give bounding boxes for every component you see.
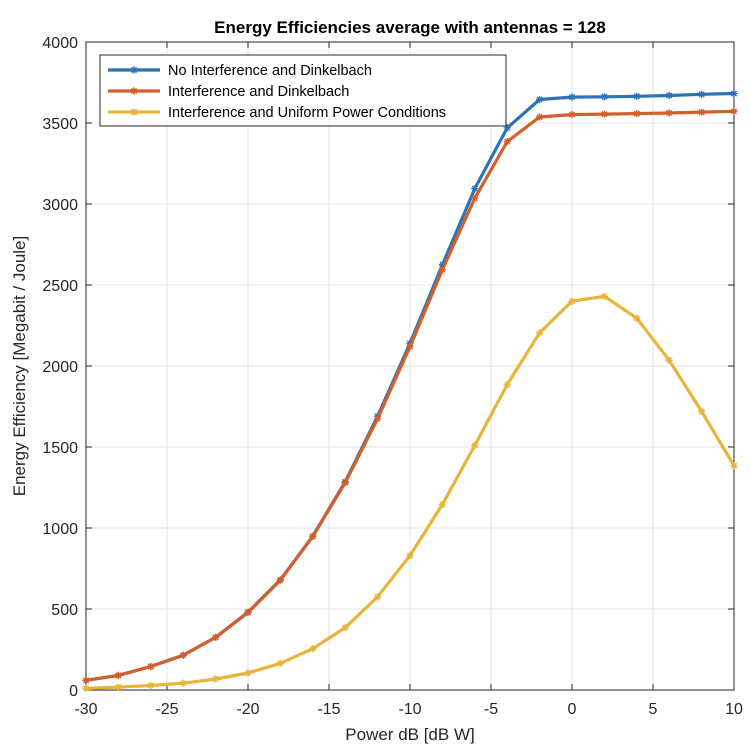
legend-item: Interference and Dinkelbach xyxy=(108,84,349,100)
data-point xyxy=(665,109,673,117)
data-point xyxy=(374,593,382,601)
data-point xyxy=(536,95,544,104)
y-tick-label: 2000 xyxy=(42,359,78,376)
legend-marker xyxy=(130,87,138,95)
y-tick-label: 500 xyxy=(51,602,78,619)
legend-label: No Interference and Dinkelbach xyxy=(168,63,372,79)
legend-box xyxy=(99,54,507,127)
series-layer xyxy=(82,89,738,692)
y-tick-label: 1500 xyxy=(42,440,78,457)
data-point xyxy=(600,93,608,101)
axes: -30 -25 -20 -15 -10 -5 0 5 10 0 500 1000 1500 2000 250… xyxy=(42,35,743,718)
data-point xyxy=(244,669,252,677)
legend-marker xyxy=(130,66,138,74)
data-point xyxy=(665,356,673,364)
legend-marker xyxy=(130,108,138,116)
series-3 xyxy=(82,292,738,692)
data-point xyxy=(698,108,706,116)
data-point xyxy=(244,608,252,617)
data-point xyxy=(633,314,641,322)
x-tick-label: -15 xyxy=(317,701,340,718)
legend-label: Interference and Dinkelbach xyxy=(168,84,349,100)
data-point xyxy=(600,110,608,118)
data-point xyxy=(341,479,349,487)
data-point xyxy=(374,415,382,423)
data-point xyxy=(147,662,155,671)
data-point xyxy=(438,261,446,269)
data-point xyxy=(698,90,706,98)
series-2 xyxy=(82,107,738,684)
data-point xyxy=(276,659,284,667)
x-axis-label: Power dB [dB W] xyxy=(345,725,474,744)
data-point xyxy=(212,675,220,683)
x-tick-label: 5 xyxy=(649,701,658,718)
data-point xyxy=(212,633,220,641)
data-point xyxy=(568,93,576,101)
data-point xyxy=(471,441,479,449)
data-point xyxy=(406,551,414,560)
data-point xyxy=(698,407,706,415)
legend-item: No Interference and Dinkelbach xyxy=(108,63,372,79)
y-tick-label: 2500 xyxy=(42,278,78,295)
x-tick-label: 0 xyxy=(568,701,577,718)
y-axis-label: Energy Efficiency [Megabit / Joule] xyxy=(10,236,29,497)
data-point xyxy=(309,645,317,653)
data-point xyxy=(309,532,317,541)
data-point xyxy=(503,138,511,146)
data-point xyxy=(147,681,155,690)
grid xyxy=(85,41,735,691)
x-tick-label: -5 xyxy=(484,701,498,718)
x-tick-label: 10 xyxy=(725,701,743,718)
y-tick-label: 3000 xyxy=(42,197,78,214)
data-point xyxy=(633,110,641,118)
legend: No Interference and Dinkelbach Interferen… xyxy=(99,54,507,127)
data-point xyxy=(438,500,446,509)
data-point xyxy=(82,676,90,684)
data-point xyxy=(276,576,284,584)
data-point xyxy=(730,107,738,115)
y-tick-label: 4000 xyxy=(42,35,78,52)
x-tick-label: -30 xyxy=(74,701,97,718)
data-point xyxy=(568,110,576,119)
data-point xyxy=(179,651,187,659)
data-point xyxy=(665,91,673,100)
x-tick-label: -25 xyxy=(155,701,178,718)
legend-item: Interference and Uniform Power Condition… xyxy=(108,105,446,121)
data-point xyxy=(471,194,479,202)
data-point xyxy=(536,113,544,121)
data-point xyxy=(536,329,544,337)
data-point xyxy=(730,89,738,98)
data-point xyxy=(341,624,349,632)
data-point xyxy=(179,679,187,687)
data-point xyxy=(114,683,122,691)
data-point xyxy=(114,671,122,680)
data-point xyxy=(406,342,414,351)
legend-label: Interference and Uniform Power Condition… xyxy=(168,105,446,121)
data-point xyxy=(568,297,576,305)
chart-title: Energy Efficiencies average with antenna… xyxy=(214,18,606,37)
x-tick-label: -20 xyxy=(236,701,259,718)
y-tick-label: 3500 xyxy=(42,116,78,133)
data-point xyxy=(503,124,511,132)
data-point xyxy=(730,462,738,470)
data-point xyxy=(82,684,90,692)
data-point xyxy=(471,185,479,193)
data-point xyxy=(600,292,608,300)
data-point xyxy=(503,381,511,389)
y-tick-label: 1000 xyxy=(42,521,78,538)
data-point xyxy=(633,92,641,100)
y-tick-label: 0 xyxy=(69,683,78,700)
data-point xyxy=(438,266,446,274)
x-tick-label: -10 xyxy=(398,701,421,718)
